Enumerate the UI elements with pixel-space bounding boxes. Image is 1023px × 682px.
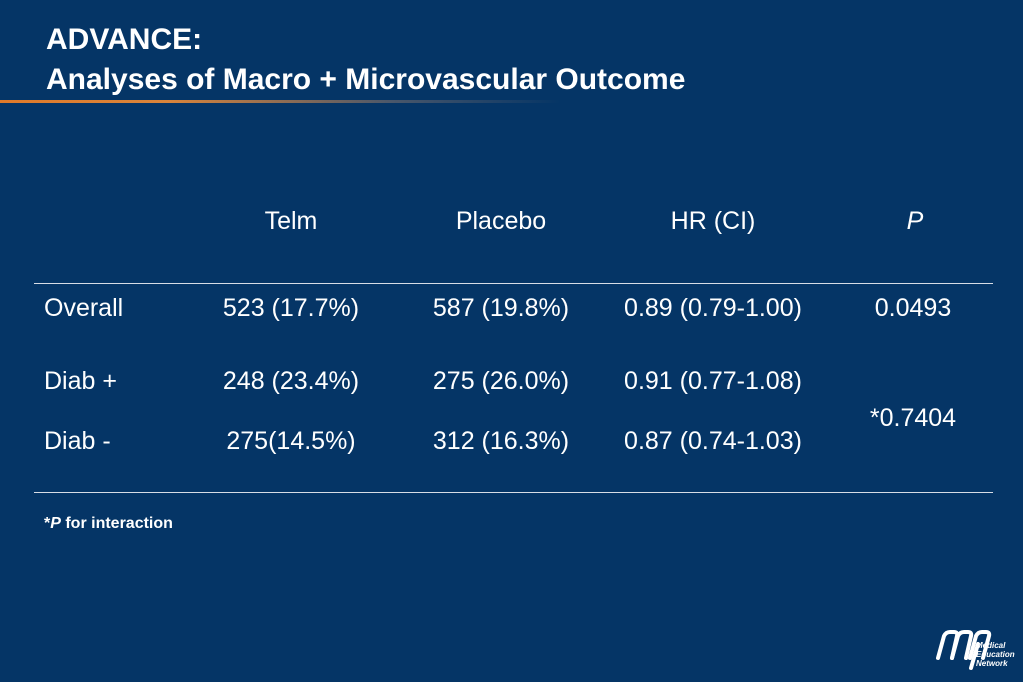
hr-cell: 0.91 (0.77-1.08) [624, 367, 802, 395]
interaction-p-value: *0.7404 [869, 404, 957, 432]
placebo-cell: 587 (19.8%) [432, 294, 570, 322]
hr-cell: 0.89 (0.79-1.00) [624, 294, 802, 322]
header-placebo: Placebo [455, 207, 547, 235]
header-hr: HR (CI) [670, 207, 756, 235]
placebo-cell: 275 (26.0%) [432, 367, 570, 395]
telm-cell: 275(14.5%) [226, 427, 356, 455]
telm-cell: 248 (23.4%) [222, 367, 360, 395]
table-bottom-rule [34, 492, 993, 493]
hr-cell: 0.87 (0.74-1.03) [624, 427, 802, 455]
header-telm: Telm [264, 207, 318, 235]
header-p: P [906, 207, 924, 235]
men-logo [934, 628, 1014, 672]
telm-cell: 523 (17.7%) [222, 294, 360, 322]
title-underline [0, 100, 560, 103]
p-cell: 0.0493 [874, 294, 952, 322]
row-label: Diab + [44, 367, 117, 395]
men-logo-mark [936, 630, 992, 670]
footnote-text: for interaction [60, 515, 173, 532]
title-line-1: ADVANCE: [46, 23, 203, 56]
logo-line-1: Medical [976, 641, 1006, 650]
men-logo-text: Medical Education Network [976, 641, 1015, 668]
footnote-p: P [50, 515, 61, 532]
logo-line-3: Network [976, 659, 1008, 668]
title-line-2: Analyses of Macro + Microvascular Outcom… [46, 63, 686, 96]
row-label: Diab - [44, 427, 111, 455]
row-label: Overall [44, 294, 124, 322]
footnote-star: * [44, 515, 51, 532]
slide-title: ADVANCE: Analyses of Macro + Microvascul… [46, 20, 685, 100]
placebo-cell: 312 (16.3%) [432, 427, 570, 455]
table-top-rule [34, 283, 993, 284]
footnote: *P for interaction [44, 514, 173, 534]
logo-line-2: Education [976, 650, 1015, 659]
